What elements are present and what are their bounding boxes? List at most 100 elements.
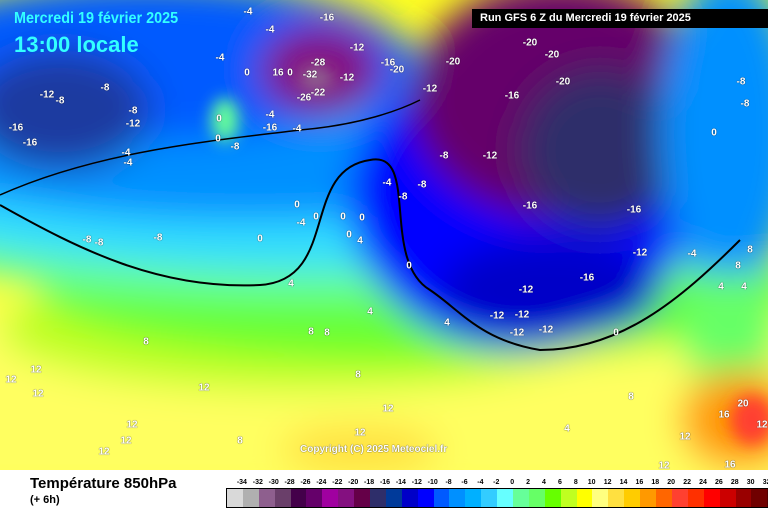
- legend-tick: -4: [477, 479, 484, 486]
- temperature-label: 0: [406, 260, 412, 272]
- legend-title: Température 850hPa: [30, 475, 177, 492]
- temperature-label: -16: [579, 272, 595, 284]
- temperature-label: -12: [632, 247, 648, 259]
- temperature-label: 12: [198, 382, 210, 394]
- temperature-label: 12: [679, 431, 691, 443]
- legend-tick: -2: [493, 479, 500, 486]
- temperature-label: -22: [310, 87, 326, 99]
- forecast-date: Mercredi 19 février 2025: [14, 10, 179, 27]
- temperature-label: -16: [504, 90, 520, 102]
- temperature-label: 16: [718, 409, 730, 421]
- temperature-label: -20: [555, 76, 571, 88]
- temperature-label: 12: [354, 427, 366, 439]
- legend-subtitle: (+ 6h): [30, 494, 60, 506]
- color-swatch: [401, 489, 418, 507]
- color-swatch: [719, 489, 736, 507]
- legend-tick: 30: [746, 479, 755, 486]
- temperature-label: 8: [143, 336, 149, 348]
- temperature-label: -4: [292, 123, 302, 135]
- legend-tick: -28: [284, 479, 295, 486]
- color-swatch: [274, 489, 291, 507]
- legend-tick: 10: [587, 479, 596, 486]
- temperature-label: -12: [518, 284, 534, 296]
- temperature-label: -8: [82, 234, 92, 246]
- zero-isotherm: [0, 158, 741, 352]
- temperature-label: -8: [439, 150, 449, 162]
- temperature-label: -8: [417, 179, 427, 191]
- temperature-label: 0: [340, 211, 346, 223]
- temperature-label: -4: [121, 147, 131, 159]
- temperature-label: 12: [382, 403, 394, 415]
- temperature-label: -8: [398, 191, 408, 203]
- legend-ticks: -34 -32 -30 -28 -26 -24 -22 -20 -18 -16 -14 -12 -10-…: [226, 479, 768, 489]
- temperature-label: 12: [658, 460, 670, 471]
- color-swatch: [528, 489, 545, 507]
- temperature-label: -20: [522, 37, 538, 49]
- temperature-label: 12: [98, 446, 110, 458]
- temperature-label: 8: [237, 435, 243, 447]
- temperature-label: 0: [359, 212, 365, 224]
- temperature-label: -4: [296, 217, 306, 229]
- legend-tick: 26: [714, 479, 723, 486]
- legend-tick: -26: [300, 479, 311, 486]
- color-swatch: [735, 489, 752, 507]
- temperature-label: -12: [125, 118, 141, 130]
- temperature-label: 8: [628, 391, 634, 403]
- temperature-label: 8: [324, 327, 330, 339]
- legend-tick: 28: [730, 479, 739, 486]
- color-swatch: [449, 489, 466, 507]
- temperature-label: -28: [310, 57, 326, 69]
- legend-tick: -12: [411, 479, 422, 486]
- color-swatch: [671, 489, 688, 507]
- temperature-label: -8: [100, 82, 110, 94]
- temperature-label: 12: [5, 374, 17, 386]
- temperature-label: -12: [514, 309, 530, 321]
- legend-tick: -32: [252, 479, 263, 486]
- legend-tick: -22: [332, 479, 343, 486]
- temperature-label: 12: [30, 364, 42, 376]
- legend-tick: 6: [557, 479, 562, 486]
- temperature-label: -16: [522, 200, 538, 212]
- temperature-label: 4: [288, 278, 294, 290]
- temperature-label: -4: [265, 24, 275, 36]
- temperature-label: -4: [123, 157, 133, 169]
- temperature-label: 0: [257, 233, 263, 245]
- temperature-label: -12: [489, 310, 505, 322]
- color-swatch: [592, 489, 609, 507]
- temperature-label: -16: [8, 122, 24, 134]
- legend-tick: 14: [619, 479, 628, 486]
- temperature-label: 8: [355, 369, 361, 381]
- temperature-label: -16: [380, 57, 396, 69]
- temperature-label: -12: [509, 327, 525, 339]
- temperature-label: 0: [215, 133, 221, 145]
- temperature-label: 0: [711, 127, 717, 139]
- temperature-label: 0: [287, 67, 293, 79]
- temperature-map: -4 -16 -4 -4 0 16 0 -32 -28 -12 -12 -16 -20 -20 -22 -26…: [0, 0, 768, 470]
- legend-tick: -8: [445, 479, 452, 486]
- temperature-label: -16: [22, 137, 38, 149]
- temperature-label: 0: [244, 67, 250, 79]
- color-swatch: [513, 489, 529, 507]
- temperature-label: 12: [126, 419, 138, 431]
- temperature-label: 8: [747, 244, 753, 256]
- temperature-label: -12: [39, 89, 55, 101]
- temperature-label: -12: [538, 324, 554, 336]
- legend-tick: 0: [510, 479, 515, 486]
- temperature-label: 16: [724, 459, 736, 471]
- temperature-label: 0: [313, 211, 319, 223]
- temperature-label: -8: [153, 232, 163, 244]
- legend-tick: 22: [683, 479, 691, 486]
- copyright: Copyright (C) 2025 Meteociel.fr: [300, 444, 448, 455]
- temperature-label: -8: [736, 76, 746, 88]
- temperature-label: 4: [718, 281, 724, 293]
- temperature-label: -20: [389, 64, 405, 76]
- temperature-label: 0: [294, 199, 300, 211]
- color-swatch: [465, 489, 482, 507]
- isotherm: [0, 99, 421, 196]
- temperature-label: 12: [120, 435, 132, 447]
- legend-tick: 2: [526, 479, 531, 486]
- temperature-label: 0: [216, 113, 222, 125]
- temperature-label: -8: [230, 141, 240, 153]
- temperature-label: -8: [128, 105, 138, 117]
- legend-tick: -20: [348, 479, 359, 486]
